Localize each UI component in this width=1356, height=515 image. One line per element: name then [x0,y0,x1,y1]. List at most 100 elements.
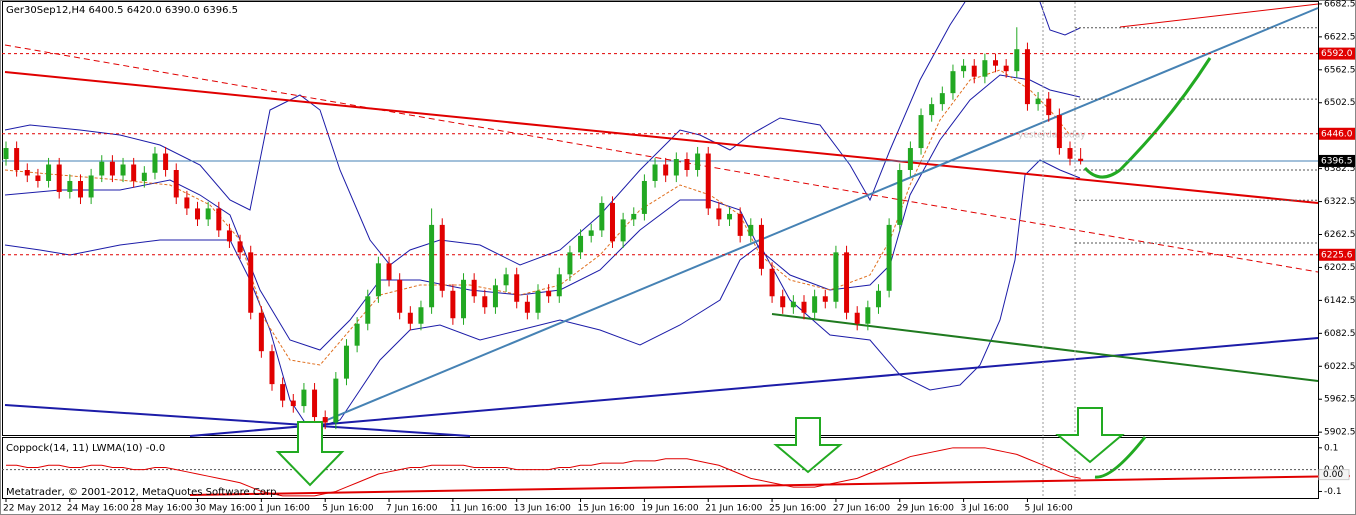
candle-body [418,307,424,324]
price-label-box [1319,127,1355,140]
candle-body [748,224,754,236]
candle-body [907,148,913,170]
trendline [1119,3,1319,28]
candle-body [716,208,722,220]
annotation: yesterday [1018,131,1063,141]
candle-body [961,65,967,72]
x-tick-label: 5 Jul 16:00 [1024,504,1073,514]
candle-body [152,153,158,173]
candle-body [663,164,669,176]
candle-body [918,115,924,149]
watermark: Metatrader, © 2001-2012, MetaQuotes Soft… [6,487,280,498]
y-tick-label: 6562.5 [1324,65,1356,75]
indicator-trendline [189,475,1351,496]
trendline [4,404,471,437]
x-tick-label: 1 Jun 16:00 [258,504,310,514]
candle-body [897,170,903,225]
x-tick-label: 21 Jun 16:00 [705,504,762,514]
candle-body [705,153,711,209]
candle-body [503,274,509,286]
candle-body [99,161,105,176]
candle-body [886,224,892,291]
candle-body [492,285,498,308]
y-tick-label: 6202.5 [1324,263,1356,273]
x-tick-label: 7 Jun 16:00 [386,504,438,514]
candle-body [673,159,679,176]
y-tick-label: -0.1 [1324,487,1342,497]
price-label: 6592.0 [1321,49,1353,59]
candle-body [812,296,818,313]
candle-body [56,164,62,192]
forecast-curve [1094,436,1147,479]
price-label: 6446.0 [1321,129,1353,139]
indicator-title: Coppock(14, 11) LWMA(10) -0.0 [6,443,165,454]
price-label-box [1319,47,1355,60]
candle-body [141,172,147,181]
candle-body [450,290,456,319]
candle-body [322,417,328,423]
candle-body [535,290,541,313]
y-tick-label: 5962.5 [1324,395,1356,405]
candle-body [875,290,881,308]
y-tick-label: 6682.5 [1324,0,1356,9]
candle-body [854,312,860,324]
candle-body [641,180,647,214]
candle-body [439,224,445,291]
sub-plot [2,447,1318,497]
x-tick-label: 13 Jun 16:00 [514,504,571,514]
candle-body [950,71,956,94]
candle-body [375,263,381,297]
candle-body [790,301,796,308]
candle-body [780,296,786,308]
y-tick-label: 0.1 [1324,443,1338,453]
x-tick-label: 22 May 2012 [3,504,62,514]
candle-body [343,345,349,379]
candle-body [737,213,743,236]
y-tick-label: 6322.5 [1324,197,1356,207]
candle-body [546,290,552,297]
candle-body [652,164,658,181]
y-tick-label: 6022.5 [1324,362,1356,372]
candle-body [993,60,999,66]
price-label: 6225.6 [1321,250,1353,260]
candle-body [514,274,520,302]
arrow [1055,407,1125,464]
x-tick-label: 29 Jun 16:00 [897,504,954,514]
trendline [314,7,1319,426]
candle-body [14,148,20,170]
x-tick-label: 3 Jul 16:00 [961,504,1010,514]
candle-body [482,296,488,308]
candle-body [844,252,850,313]
candle-body [35,175,41,181]
candle-body [758,224,764,269]
x-tick-label: 24 May 16:00 [67,504,129,514]
candle-body [205,208,211,220]
x-tick-label: 19 Jun 16:00 [641,504,698,514]
candle-body [237,241,243,253]
trendline [189,337,1319,437]
sub-frame [2,437,1319,499]
candle-body [269,351,275,385]
candle-body [397,279,403,313]
candle-body [24,170,30,176]
candle-body [258,312,264,352]
candle-body [354,323,360,346]
trendline [4,71,1319,204]
arrow [773,417,843,474]
candle-body [109,161,115,176]
trendline [771,313,1319,382]
candle-body [333,378,339,423]
candle-body [1067,148,1073,159]
candle-body [1046,98,1052,116]
marker-label: 0.00 [1323,470,1343,480]
candle-body [556,274,562,297]
x-tick-label: 30 May 16:00 [195,504,257,514]
candle-body [173,170,179,198]
candle-body [801,301,807,313]
candle-body [429,224,435,308]
candle-body [1014,49,1020,72]
y-tick-label: 6082.5 [1324,329,1356,339]
candle-body [365,296,371,324]
candle-body [684,159,690,170]
